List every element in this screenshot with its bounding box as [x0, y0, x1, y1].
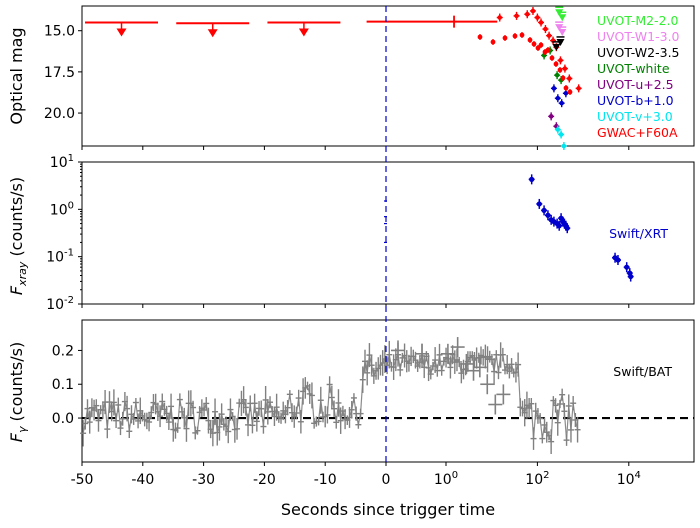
gwac-limit-arrow: [298, 28, 309, 37]
bat-annotation: Swift/BAT: [613, 364, 672, 379]
legend-entry: UVOT-W2-3.5: [597, 45, 680, 60]
legend-entry: UVOT-M2-2.0: [597, 13, 678, 28]
xrt-point: [556, 223, 562, 229]
optical-point: [563, 90, 569, 96]
optical-panel-frame: [81, 5, 695, 147]
optical-point: [555, 95, 561, 101]
uvot-limit-arrow: [558, 29, 567, 37]
gwac-limit-arrow: [207, 29, 218, 38]
xray-y-tick-label: 10-1: [46, 248, 74, 266]
bat-lightcurve: [82, 352, 579, 442]
optical-point: [548, 114, 554, 119]
uvot-limit-arrow: [558, 14, 567, 22]
legend-entry: GWAC+F60A: [597, 125, 678, 140]
optical-point: [555, 127, 561, 132]
xrt-point: [541, 207, 547, 213]
xrt-point: [624, 264, 630, 270]
uvot-limit-arrow: [556, 38, 565, 46]
optical-point: [561, 143, 567, 149]
legend-entry: UVOT-b+1.0: [597, 93, 674, 108]
xrt-point: [536, 201, 542, 207]
optical-point: [576, 86, 581, 91]
optical-point: [543, 26, 548, 32]
legend-entry: UVOT-u+2.5: [597, 77, 674, 92]
optical-point: [538, 20, 544, 25]
xrt-point: [615, 257, 621, 263]
gamma-panel-frame: [81, 319, 695, 463]
xray-panel-frame: [81, 161, 695, 305]
optical-point: [535, 15, 540, 20]
optical-y-tick-label: 20.0: [44, 106, 75, 122]
optical-point: [497, 15, 503, 20]
x-tick-label: 0: [382, 472, 391, 488]
xrt-point: [545, 212, 551, 218]
legend-entry: UVOT-white: [597, 61, 670, 76]
optical-y-tick-label: 15.0: [44, 24, 75, 40]
gamma-y-tick-label: 0.1: [52, 377, 74, 393]
x-axis-label: Seconds since trigger time: [281, 500, 495, 519]
x-tick-label: 100: [434, 470, 458, 488]
x-tick-label: -10: [314, 472, 337, 488]
optical-ylabel: Optical mag: [7, 27, 26, 124]
optical-y-tick-label: 17.5: [44, 65, 75, 81]
xray-ylabel: Fxray (counts/s): [7, 177, 29, 295]
optical-point: [546, 33, 552, 38]
xrt-point: [529, 176, 535, 182]
optical-point: [558, 58, 563, 63]
x-tick-label: -50: [71, 472, 94, 488]
gamma-ylabel: Fγ (counts/s): [7, 342, 29, 443]
x-tick-label: -30: [192, 472, 215, 488]
xray-y-tick-label: 100: [50, 200, 74, 218]
xray-y-tick-label: 10-2: [46, 295, 74, 313]
xrt-annotation: Swift/XRT: [609, 226, 668, 241]
optical-point: [524, 11, 530, 17]
legend-entry: UVOT-W1-3.0: [597, 29, 680, 44]
optical-point: [514, 13, 519, 19]
optical-point: [551, 86, 557, 91]
optical-point: [554, 72, 560, 78]
optical-point: [559, 100, 564, 106]
xray-y-tick-label: 101: [50, 153, 74, 171]
gamma-y-tick-label: 0.2: [52, 343, 74, 359]
optical-point: [558, 132, 564, 137]
x-tick-label: -40: [131, 472, 154, 488]
legend-entry: UVOT-v+3.0: [597, 109, 673, 124]
optical-point: [562, 66, 568, 71]
xrt-point: [628, 273, 634, 280]
gwac-limit-arrow: [116, 28, 127, 37]
xrt-point: [564, 225, 570, 231]
x-tick-label: 102: [525, 470, 549, 488]
optical-point: [567, 76, 572, 81]
x-tick-label: 104: [617, 470, 641, 488]
gamma-y-tick-label: 0.0: [52, 411, 74, 427]
x-tick-label: -20: [253, 472, 276, 488]
optical-point: [530, 8, 536, 14]
uvot-limit-arrow: [552, 43, 561, 51]
